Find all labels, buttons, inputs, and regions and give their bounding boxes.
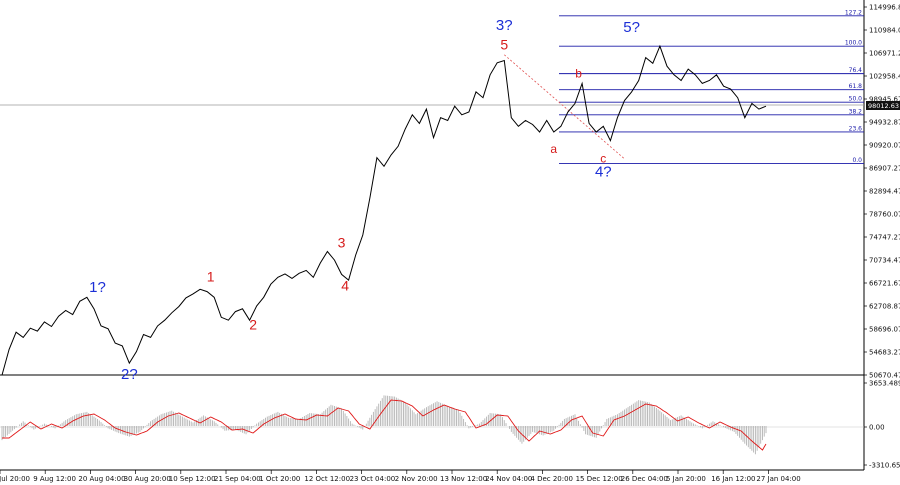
wave-label: 4? xyxy=(595,164,612,181)
wave-label: 4 xyxy=(341,277,349,293)
time-tick-label: 9 Aug 12:00 xyxy=(33,475,76,483)
price-tick-label: 70734.47 xyxy=(869,257,900,265)
fib-level-label: 0.0 xyxy=(852,157,862,164)
wave-labels: 1? 2? 1 2 3 4 5 3? a b c4? 5? xyxy=(89,17,640,383)
wave-label: c xyxy=(600,151,606,165)
wave-label: a xyxy=(550,142,557,156)
price-tick-label: 86907.27 xyxy=(869,165,900,173)
price-series-line xyxy=(1,44,767,376)
time-tick-label: 16 Jan 12:00 xyxy=(711,475,755,483)
time-tick-label: 2 Nov 20:00 xyxy=(395,475,438,483)
osc-tick-label: -3310.65 xyxy=(869,462,900,470)
fib-level-label: 100.0 xyxy=(845,40,862,47)
time-tick-label: 21 Sep 04:00 xyxy=(214,475,261,483)
time-tick-label: 29 Jul 20:00 xyxy=(0,475,30,483)
wave-diagonal-line xyxy=(503,54,625,160)
price-tick-label: 58696.07 xyxy=(869,326,900,334)
osc-tick-label: 0.00 xyxy=(869,424,885,432)
wave-label: 2? xyxy=(121,366,138,383)
time-tick-label: 20 Aug 04:00 xyxy=(78,475,125,483)
fib-level-label: 127.2 xyxy=(845,9,862,16)
wave-label: 3? xyxy=(496,17,513,34)
fib-level-label: 50.0 xyxy=(849,96,863,103)
oscillator-histogram xyxy=(1,395,767,455)
fib-level-label: 76.4 xyxy=(849,67,863,74)
price-tick-label: 54683.27 xyxy=(869,349,900,357)
time-tick-label: 15 Dec 12:00 xyxy=(576,475,623,483)
wave-label: 3 xyxy=(338,235,346,251)
fib-level-label: 61.8 xyxy=(849,83,863,90)
time-tick-label: 1 Oct 20:00 xyxy=(259,475,300,483)
price-tick-label: 110984.07 xyxy=(869,27,900,35)
oscillator-axis-ticks: 3653.489 0.00 -3310.65 xyxy=(864,380,900,470)
fibonacci-levels: 127.2 100.0 76.4 61.8 50.0 38.2 23.6 0.0 xyxy=(559,9,864,164)
fib-level-label: 23.6 xyxy=(849,125,863,132)
time-tick-label: 13 Nov 12:00 xyxy=(440,475,487,483)
time-tick-label: 12 Oct 12:00 xyxy=(304,475,350,483)
time-tick-label: 10 Sep 12:00 xyxy=(169,475,216,483)
price-tick-label: 50670.47 xyxy=(869,372,900,380)
current-price-label: 98012.63 xyxy=(868,102,899,110)
price-tick-label: 102958.47 xyxy=(869,73,900,81)
price-tick-label: 94932.87 xyxy=(869,119,900,127)
price-tick-label: 66721.67 xyxy=(869,280,900,288)
time-tick-label: 5 Jan 20:00 xyxy=(666,475,706,483)
price-tick-label: 106971.27 xyxy=(869,50,900,58)
time-tick-label: 27 Jan 04:00 xyxy=(756,475,800,483)
wave-label: 5 xyxy=(500,37,508,53)
osc-tick-label: 3653.489 xyxy=(869,380,900,388)
price-tick-label: 98945.67 xyxy=(869,96,900,104)
price-tick-label: 62708.87 xyxy=(869,303,900,311)
price-tick-label: 74747.27 xyxy=(869,234,900,242)
current-price-box xyxy=(866,101,900,110)
wave-label: 1? xyxy=(89,279,106,296)
price-tick-label: 78760.07 xyxy=(869,211,900,219)
price-tick-label: 90920.07 xyxy=(869,142,900,150)
wave-label: 5? xyxy=(623,19,640,36)
oscillator-signal-line xyxy=(2,399,767,451)
time-tick-label: 30 Aug 20:00 xyxy=(124,475,171,483)
wave-label: 2 xyxy=(249,316,257,332)
time-tick-label: 4 Dec 20:00 xyxy=(530,475,573,483)
price-tick-label: 82894.47 xyxy=(869,188,900,196)
fib-level-label: 38.2 xyxy=(849,108,863,115)
wave-label: 1 xyxy=(207,268,215,284)
time-tick-label: 26 Dec 04:00 xyxy=(621,475,668,483)
time-tick-label: 23 Oct 04:00 xyxy=(350,475,396,483)
price-tick-label: 114996.87 xyxy=(869,4,900,12)
wave-label: b xyxy=(575,67,582,81)
time-tick-label: 24 Nov 04:00 xyxy=(485,475,532,483)
price-axis-ticks: 114996.87 110984.07 106971.27 102958.47 9894… xyxy=(864,4,900,380)
